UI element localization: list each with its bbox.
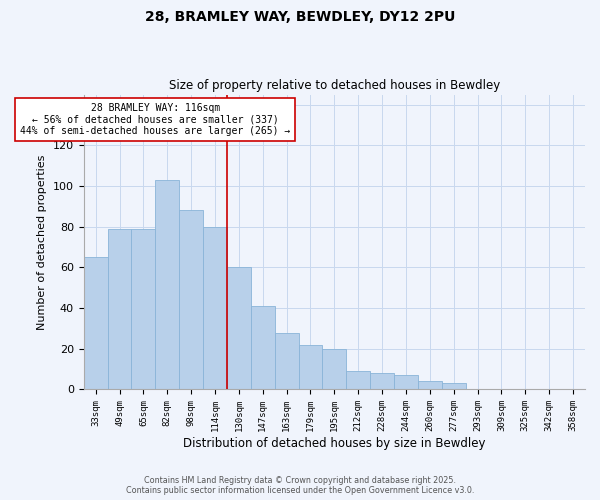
Bar: [179, 210, 203, 390]
Y-axis label: Number of detached properties: Number of detached properties: [37, 154, 47, 330]
Bar: [275, 332, 299, 390]
Text: 28 BRAMLEY WAY: 116sqm
← 56% of detached houses are smaller (337)
44% of semi-de: 28 BRAMLEY WAY: 116sqm ← 56% of detached…: [20, 102, 290, 136]
Bar: [155, 180, 179, 390]
Bar: [418, 382, 442, 390]
Bar: [227, 268, 251, 390]
Bar: [370, 373, 394, 390]
Bar: [83, 258, 107, 390]
Bar: [442, 384, 466, 390]
Text: Contains HM Land Registry data © Crown copyright and database right 2025.
Contai: Contains HM Land Registry data © Crown c…: [126, 476, 474, 495]
X-axis label: Distribution of detached houses by size in Bewdley: Distribution of detached houses by size …: [183, 437, 485, 450]
Bar: [107, 229, 131, 390]
Bar: [394, 375, 418, 390]
Text: 28, BRAMLEY WAY, BEWDLEY, DY12 2PU: 28, BRAMLEY WAY, BEWDLEY, DY12 2PU: [145, 10, 455, 24]
Bar: [251, 306, 275, 390]
Bar: [346, 371, 370, 390]
Bar: [299, 344, 322, 390]
Bar: [322, 349, 346, 390]
Bar: [203, 227, 227, 390]
Bar: [131, 229, 155, 390]
Title: Size of property relative to detached houses in Bewdley: Size of property relative to detached ho…: [169, 79, 500, 92]
